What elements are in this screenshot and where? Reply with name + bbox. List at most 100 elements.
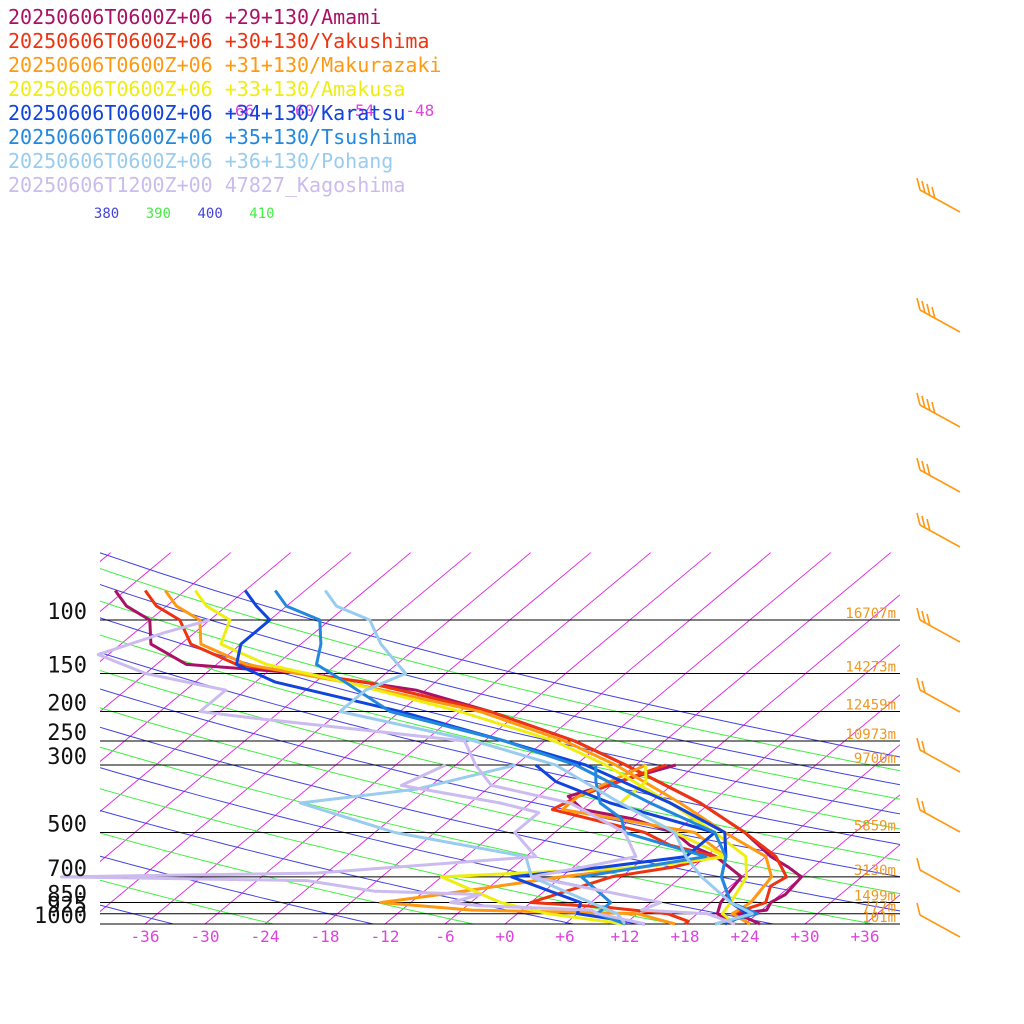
isotherm-line bbox=[804, 844, 900, 924]
wind-barb-staff bbox=[919, 524, 961, 548]
wind-barb-flag bbox=[931, 401, 936, 415]
wind-barb-flag bbox=[916, 797, 921, 811]
dry-adiabat-line bbox=[100, 688, 900, 878]
isotherm-label: -48 bbox=[405, 101, 434, 120]
wind-barb-flag bbox=[926, 613, 931, 627]
height-label: 12459m bbox=[845, 698, 896, 714]
wind-barb bbox=[916, 457, 961, 493]
height-label: 101m bbox=[862, 910, 896, 926]
isotherm-label: -54 bbox=[345, 101, 374, 120]
wind-barb-staff bbox=[919, 619, 961, 643]
isotherm-line bbox=[100, 552, 412, 813]
dry-adiabat-line bbox=[100, 584, 900, 786]
wind-barb bbox=[916, 677, 961, 713]
isotherm-line bbox=[444, 552, 892, 924]
wind-barb-flag bbox=[926, 463, 931, 477]
wind-barb-flag bbox=[921, 395, 926, 409]
temperature-profile-3 bbox=[163, 589, 773, 926]
legend-entry: 20250606T0600Z+06 +34+130/Karatsu bbox=[8, 101, 405, 125]
isotherm-line bbox=[684, 744, 900, 924]
isotherm-line bbox=[0, 553, 51, 924]
x-tick-label: +12 bbox=[611, 927, 640, 946]
isotherm-line bbox=[100, 552, 352, 763]
wind-barb bbox=[916, 297, 961, 333]
wind-barb-staff bbox=[919, 914, 961, 938]
theta-label: 390 bbox=[146, 206, 171, 222]
wind-barb-flag bbox=[916, 297, 921, 311]
wind-barb-flag bbox=[921, 300, 926, 314]
isotherm-line bbox=[100, 552, 292, 713]
theta-label: 410 bbox=[249, 206, 274, 222]
x-tick-label: -30 bbox=[191, 927, 220, 946]
height-label: 16707m bbox=[845, 606, 896, 622]
dewpoint-profile-2 bbox=[529, 763, 718, 926]
wind-barb-staff bbox=[919, 809, 961, 833]
dry-adiabat-line bbox=[100, 552, 900, 758]
wind-barb bbox=[916, 177, 961, 213]
height-label: 5859m bbox=[854, 818, 896, 834]
height-label: 777m bbox=[862, 900, 896, 916]
dewpoint-profile-3 bbox=[379, 763, 728, 926]
wind-barb-flag bbox=[916, 457, 921, 471]
wind-barb bbox=[916, 797, 961, 833]
wind-barb-flag bbox=[916, 392, 921, 406]
x-tick-label: +18 bbox=[671, 927, 700, 946]
isotherm-line bbox=[925, 553, 1024, 924]
pressure-label: 250 bbox=[47, 721, 87, 746]
x-tick-label: -6 bbox=[435, 927, 454, 946]
axis-labels: 380 390 400 410 -66 -60 -54 -48 100 16707m 150 1427… bbox=[34, 101, 896, 946]
x-tick-label: -18 bbox=[311, 927, 340, 946]
wind-barb-flag bbox=[921, 460, 926, 474]
dry-adiabat-line bbox=[100, 879, 274, 924]
height-label: 9700m bbox=[854, 751, 896, 767]
x-tick-label: +6 bbox=[555, 927, 574, 946]
theta-label: 380 bbox=[94, 206, 119, 222]
x-tick-label: +36 bbox=[851, 927, 880, 946]
dewpoint-profile-5 bbox=[510, 763, 717, 926]
dry-adiabat-line bbox=[100, 810, 574, 924]
wind-barb bbox=[916, 392, 961, 428]
wind-barb-flag bbox=[931, 186, 936, 200]
pressure-label: 150 bbox=[47, 654, 87, 679]
wind-barb-flag bbox=[921, 680, 926, 694]
isotherm-line bbox=[264, 552, 712, 924]
wind-barb-staff bbox=[919, 689, 961, 713]
x-tick-label: -24 bbox=[251, 927, 280, 946]
wind-barb bbox=[916, 607, 961, 643]
pressure-label: 100 bbox=[47, 600, 87, 625]
x-tick-label: -12 bbox=[371, 927, 400, 946]
dewpoint-profile-8 bbox=[60, 763, 646, 926]
wind-barb bbox=[916, 902, 961, 938]
temperature-profile-8 bbox=[96, 618, 736, 926]
wind-barb-staff bbox=[919, 469, 961, 493]
theta-label: 400 bbox=[198, 206, 223, 222]
legend-entry: 20250606T1200Z+00 47827_Kagoshima bbox=[8, 173, 405, 197]
wind-barb-flag bbox=[926, 183, 931, 197]
x-tick-label: +24 bbox=[731, 927, 760, 946]
dry-adiabat-line bbox=[100, 726, 900, 912]
isotherm-line bbox=[985, 553, 1024, 924]
legend: 20250606T0600Z+06 +29+130/Amami20250606T… bbox=[8, 5, 441, 197]
dry-adiabat-line bbox=[100, 651, 900, 846]
temperature-profile-7 bbox=[323, 589, 754, 926]
pressure-label: 200 bbox=[47, 692, 87, 717]
isotherm-label: -60 bbox=[285, 101, 314, 120]
dry-adiabat-line bbox=[100, 600, 900, 800]
pressure-label: 1000 bbox=[34, 904, 87, 929]
dry-adiabat-line bbox=[100, 855, 374, 924]
x-tick-label: +30 bbox=[791, 927, 820, 946]
wind-barbs bbox=[916, 177, 961, 938]
wind-barb-flag bbox=[921, 515, 926, 529]
height-label: 14273m bbox=[845, 660, 896, 676]
height-label: 3130m bbox=[854, 863, 896, 879]
pressure-label: 500 bbox=[47, 812, 87, 837]
wind-barb-flag bbox=[926, 518, 931, 532]
wind-barb-flag bbox=[926, 303, 931, 317]
height-label: 10973m bbox=[845, 727, 896, 743]
sounding-profiles bbox=[60, 589, 803, 926]
wind-barb-staff bbox=[919, 404, 961, 428]
wind-barb-flag bbox=[916, 857, 921, 871]
pressure-label: 850 bbox=[47, 883, 87, 908]
legend-entry: 20250606T0600Z+06 +30+130/Yakushima bbox=[8, 29, 429, 53]
pressure-label: 700 bbox=[47, 857, 87, 882]
